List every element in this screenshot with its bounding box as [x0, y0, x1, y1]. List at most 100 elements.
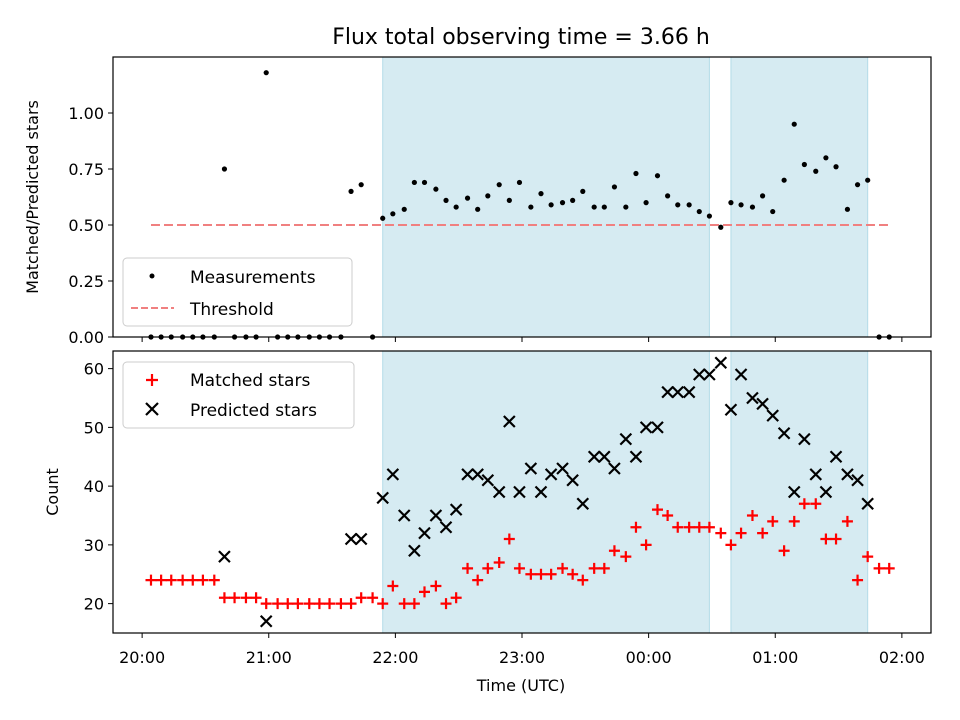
predicted-star-point [692, 368, 706, 381]
bottom-legend-box [122, 361, 355, 429]
measurement-point [633, 170, 639, 177]
matched-star-point [662, 510, 674, 521]
predicted-star-point [734, 368, 748, 381]
top-observing-intervals [382, 56, 869, 338]
predicted-star-point [386, 468, 400, 481]
measurement-point [221, 166, 228, 172]
predicted-star-point [629, 450, 643, 464]
y-tick-label: 40 [84, 477, 104, 496]
matched-star-point [525, 568, 537, 580]
matched-star-point [250, 592, 262, 604]
predicted-star-point [819, 485, 833, 499]
measurement-point [728, 200, 734, 206]
y-tick-label: 50 [84, 418, 104, 437]
matched-star-point [292, 598, 304, 610]
matched-star-point [145, 574, 157, 586]
matched-star-point [472, 574, 484, 586]
y-tick-label: 20 [84, 595, 104, 614]
measurement-point [706, 213, 713, 219]
bottom-legend: Matched stars Predicted stars [122, 361, 355, 429]
y-tick-label: 0.25 [68, 272, 104, 291]
measurement-point [453, 204, 459, 210]
matched-star-point [345, 598, 357, 610]
matched-star-point [862, 551, 874, 563]
x-tick-label: 21:00 [246, 648, 292, 667]
x-tick-label: 20:00 [119, 648, 165, 667]
predicted-star-point [418, 526, 431, 540]
y-tick-label: 0.00 [68, 328, 104, 347]
predicted-star-point [354, 532, 368, 546]
predicted-star-point [619, 432, 633, 446]
matched-star-point [640, 539, 652, 551]
predicted-star-point [408, 544, 421, 558]
measurement-point [464, 195, 471, 201]
matched-star-point [462, 562, 474, 574]
observing-interval [730, 350, 869, 634]
predicted-star-point [861, 497, 874, 511]
matched-star-point [852, 574, 864, 586]
x-tick-label: 01:00 [752, 648, 798, 667]
figure-title: Flux total observing time = 3.66 h [332, 25, 710, 50]
measurement-point [823, 155, 829, 161]
top-legend: Measurements Threshold [122, 257, 353, 327]
predicted-star-point [587, 450, 601, 464]
legend-predicted-marker [145, 402, 159, 416]
predicted-star-point [566, 473, 579, 487]
matched-star-point [418, 586, 430, 598]
matched-star-point [387, 580, 399, 592]
measurement-point [559, 200, 566, 206]
measurement-point [263, 70, 269, 76]
matched-star-point [608, 545, 620, 557]
measurement-point [591, 204, 597, 210]
measurement-point [496, 182, 502, 188]
matched-star-point [440, 598, 452, 610]
observing-interval [382, 56, 710, 338]
matched-star-point [303, 598, 315, 610]
measurement-point [813, 168, 819, 174]
matched-star-point [567, 568, 579, 580]
predicted-star-point [397, 509, 411, 522]
matched-star-point [218, 592, 230, 604]
matched-star-point [651, 504, 663, 516]
observing-interval [382, 350, 710, 634]
predicted-star-point [766, 409, 779, 422]
matched-star-point [683, 521, 695, 533]
predicted-star-point [461, 468, 474, 481]
matched-star-point [493, 557, 505, 568]
matched-star-point [324, 598, 336, 610]
y-tick-label: 1.00 [68, 104, 104, 123]
measurement-point [675, 202, 681, 208]
matched-star-point [482, 562, 494, 574]
matched-star-point [757, 527, 769, 539]
matched-star-point [798, 498, 810, 510]
predicted-star-point [661, 385, 674, 399]
predicted-star-point [809, 468, 823, 481]
matched-star-point [715, 527, 727, 539]
y-tick-label: 30 [84, 536, 104, 555]
measurement-point [686, 202, 692, 208]
matched-star-point [557, 562, 569, 574]
predicted-star-point [259, 614, 273, 628]
measurement-point [601, 204, 607, 210]
matched-star-point [778, 545, 790, 557]
matched-star-point [367, 592, 379, 604]
matched-star-point [503, 533, 515, 545]
bottom-chart-panel: 20 30 40 50 60 20:00 21:00 22:00 23:00 00:00 01:0… [43, 350, 932, 695]
top-chart-panel: 0.00 0.25 0.50 0.75 1.00 Matched/Predicted s… [23, 56, 932, 347]
matched-star-point [197, 574, 209, 586]
measurement-point [485, 193, 491, 199]
measurement-point [401, 206, 407, 212]
x-tick-label: 23:00 [499, 648, 545, 667]
measurement-point [390, 211, 396, 217]
matched-star-point [693, 521, 705, 533]
predicted-star-point [492, 485, 506, 499]
matched-star-point [450, 592, 462, 604]
predicted-star-point [439, 520, 453, 534]
predicted-star-point [513, 485, 526, 499]
x-axis-label: Time (UTC) [476, 676, 565, 695]
measurement-point [791, 121, 797, 127]
predicted-star-point [829, 450, 843, 464]
measurement-point [749, 204, 756, 210]
measurement-point [548, 202, 554, 208]
